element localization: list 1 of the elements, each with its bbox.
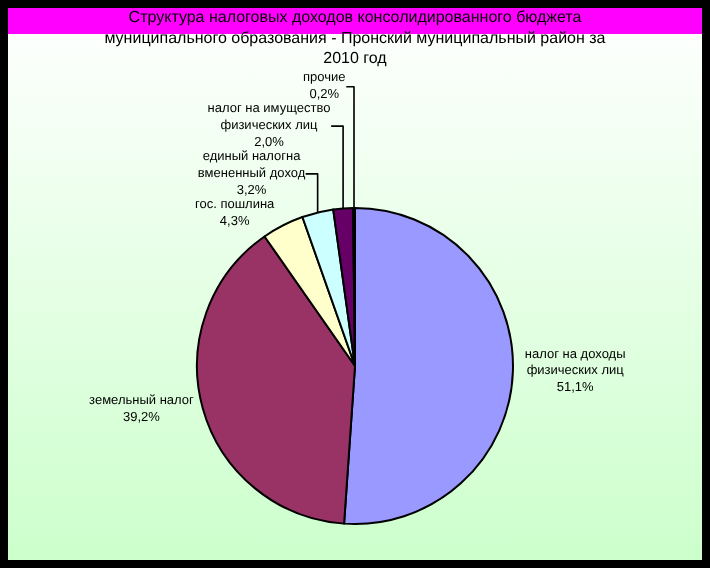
chart-title: Структура налоговых доходов консолидированного бюджета муниципального образования - Пронский муниципальный район за 2010 год (104, 7, 607, 68)
